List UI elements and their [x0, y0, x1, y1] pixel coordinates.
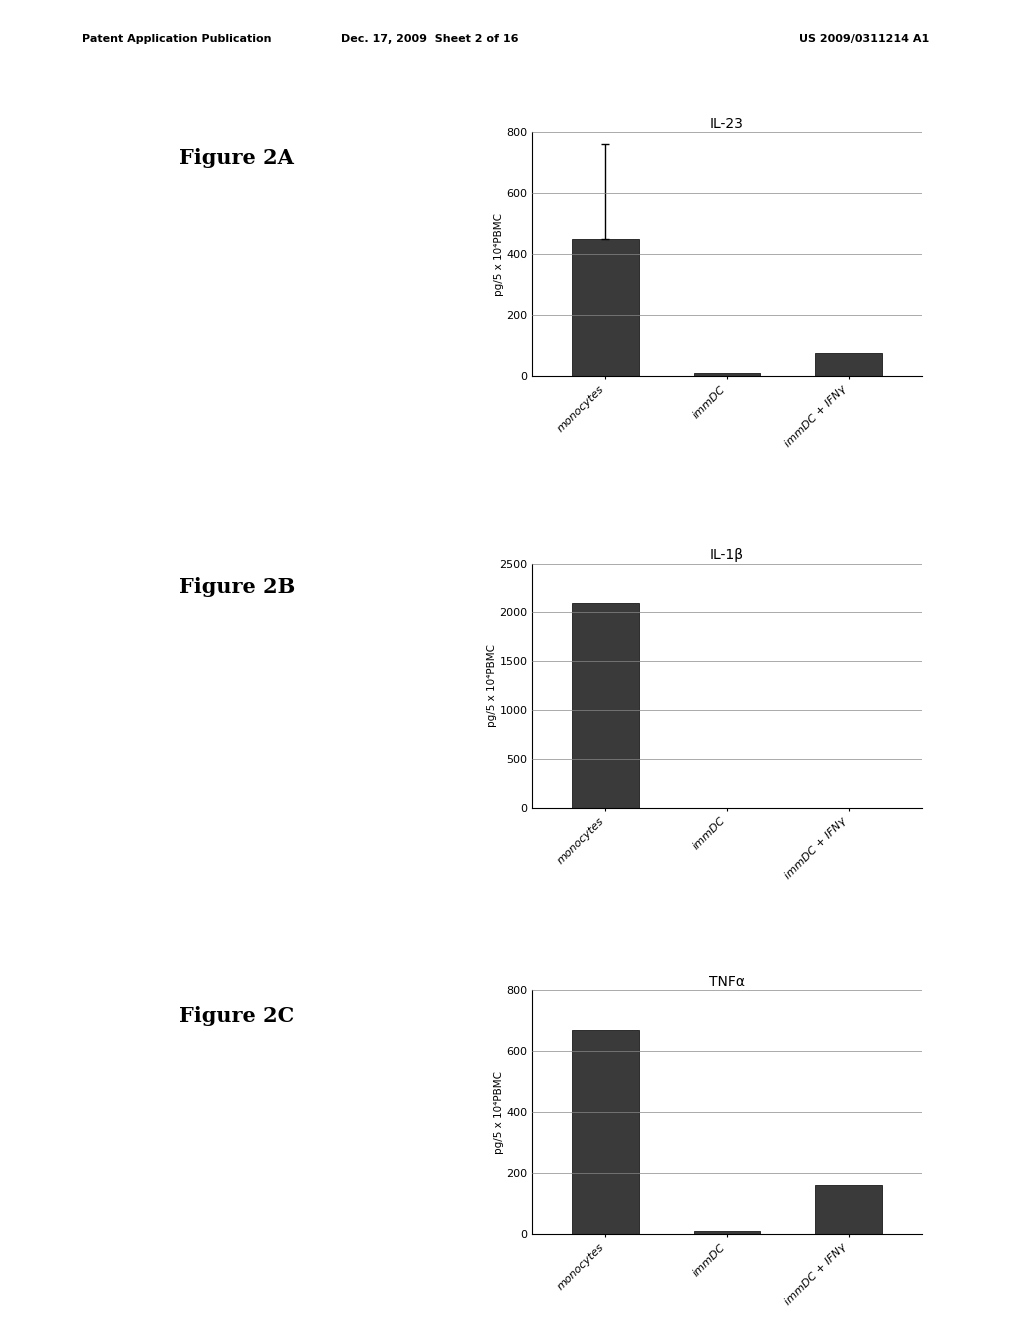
- Title: TNFα: TNFα: [709, 975, 745, 989]
- Title: IL-1β: IL-1β: [710, 549, 744, 562]
- Text: Dec. 17, 2009  Sheet 2 of 16: Dec. 17, 2009 Sheet 2 of 16: [341, 34, 519, 45]
- Y-axis label: pg/5 x 10⁴PBMC: pg/5 x 10⁴PBMC: [494, 213, 504, 296]
- Text: Figure 2C: Figure 2C: [179, 1006, 295, 1026]
- Y-axis label: pg/5 x 10⁴PBMC: pg/5 x 10⁴PBMC: [486, 644, 497, 727]
- Bar: [572, 1030, 639, 1234]
- Text: Patent Application Publication: Patent Application Publication: [82, 34, 271, 45]
- Bar: [815, 354, 882, 376]
- Y-axis label: pg/5 x 10⁴PBMC: pg/5 x 10⁴PBMC: [494, 1071, 504, 1154]
- Bar: [693, 1232, 761, 1234]
- Text: Figure 2A: Figure 2A: [179, 148, 294, 168]
- Bar: [572, 603, 639, 808]
- Bar: [815, 1185, 882, 1234]
- Bar: [693, 374, 761, 376]
- Text: US 2009/0311214 A1: US 2009/0311214 A1: [799, 34, 929, 45]
- Bar: [572, 239, 639, 376]
- Text: Figure 2B: Figure 2B: [179, 577, 296, 597]
- Title: IL-23: IL-23: [710, 117, 744, 131]
